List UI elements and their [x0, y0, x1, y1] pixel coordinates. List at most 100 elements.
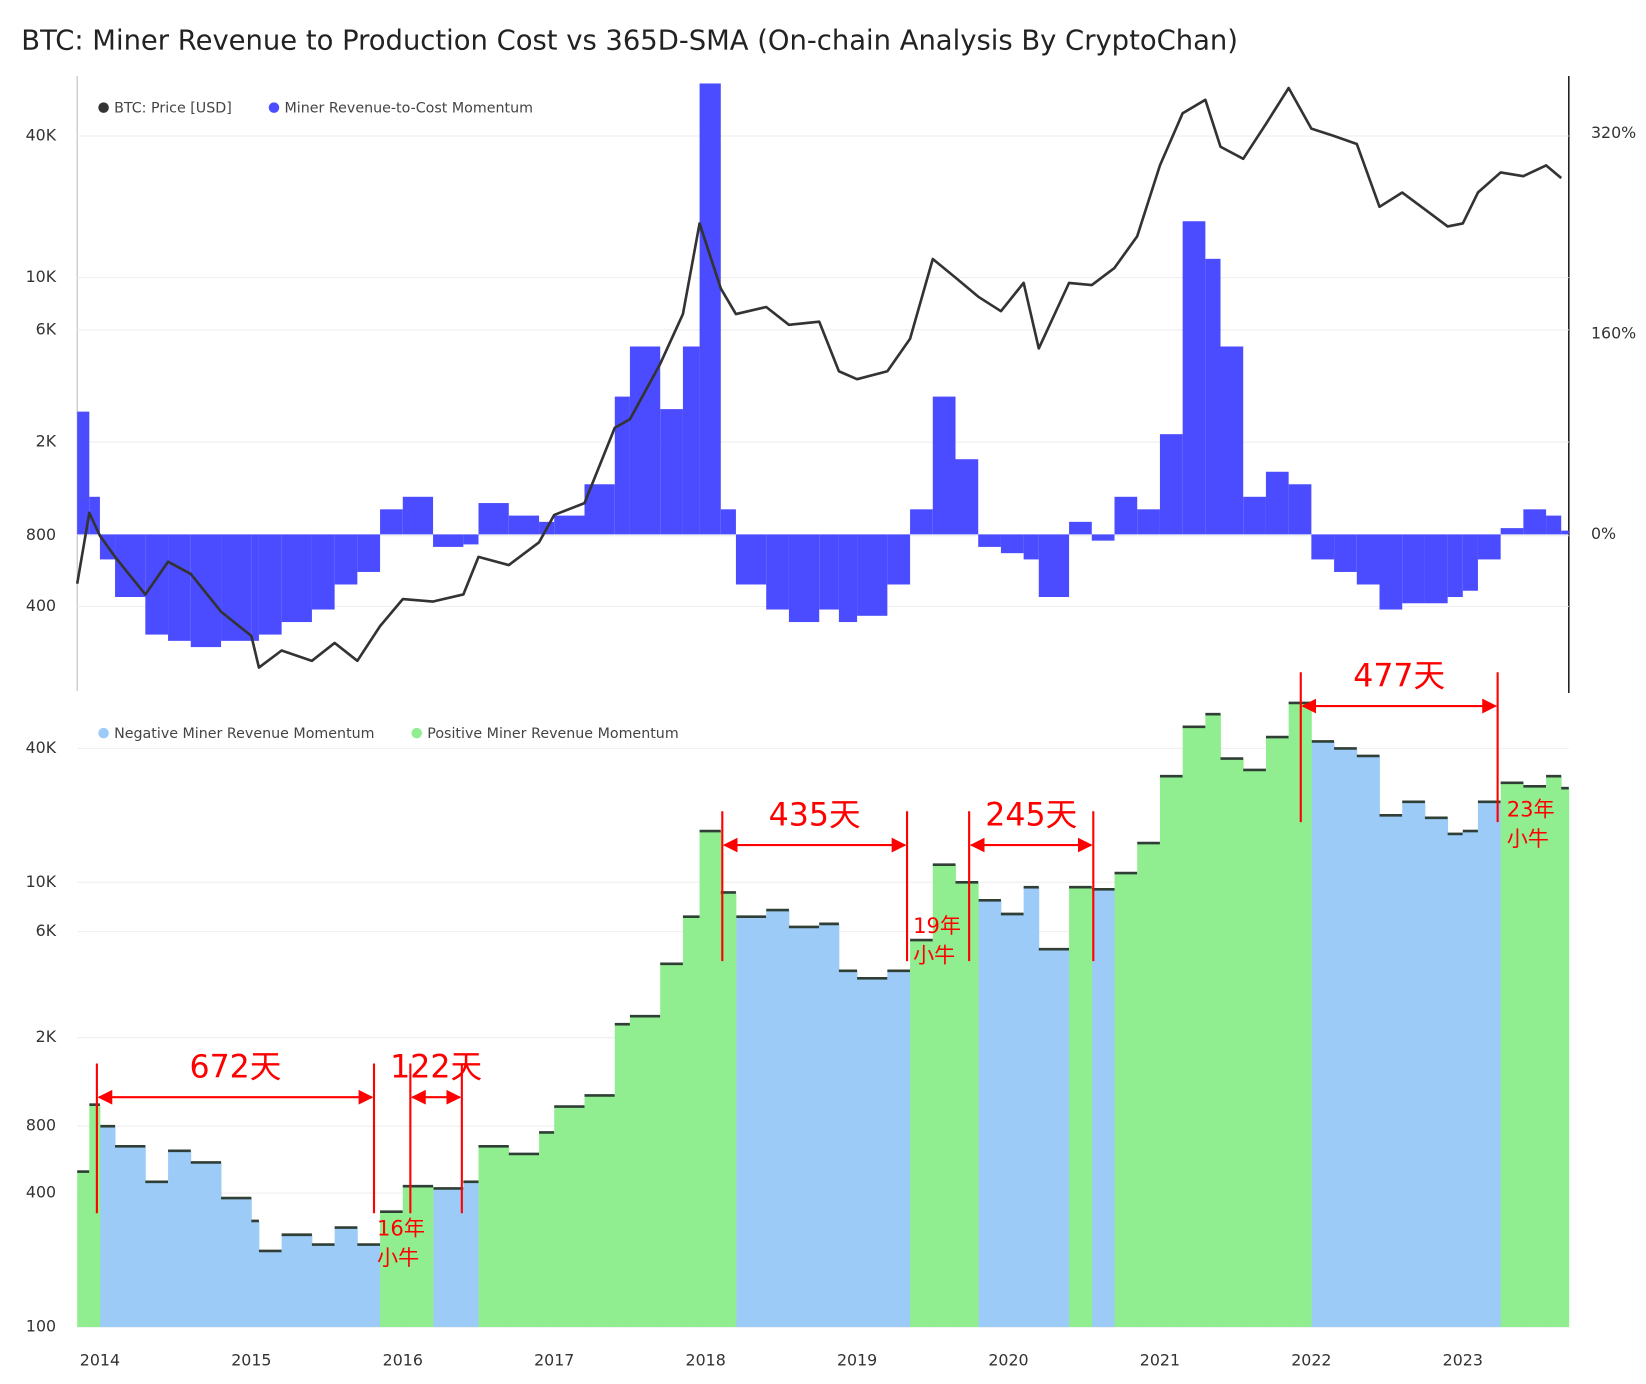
area-bar — [614, 1024, 631, 1328]
area-bar — [1091, 889, 1115, 1328]
area-bar — [554, 1106, 585, 1328]
momentum-bar — [1091, 534, 1115, 541]
price-line — [75, 86, 1563, 669]
legend-label: Negative Miner Revenue Momentum — [114, 726, 374, 742]
area-bar — [766, 910, 790, 1328]
y-tick-label: 800 — [26, 1116, 56, 1135]
area-bar — [1546, 776, 1562, 1328]
momentum-bar — [699, 83, 721, 535]
momentum-bar — [910, 509, 933, 535]
momentum-bar — [380, 509, 403, 535]
legend-label: Miner Revenue-to-Cost Momentum — [285, 101, 533, 117]
momentum-bar — [1137, 509, 1160, 535]
x-tick-label: 2015 — [231, 1350, 271, 1369]
area-bar — [1023, 887, 1040, 1328]
note-label: 小牛 — [377, 1245, 419, 1270]
area-bar — [1561, 788, 1570, 1328]
area-bar — [1265, 737, 1290, 1328]
momentum-bar — [508, 515, 540, 535]
area-bar — [99, 1126, 116, 1328]
momentum-bar — [1462, 534, 1478, 591]
momentum-bar — [1334, 534, 1357, 572]
area-bar — [720, 892, 737, 1328]
momentum-bar — [478, 503, 509, 535]
area-bar — [788, 926, 820, 1328]
momentum-bar — [682, 346, 700, 535]
area-bar — [539, 1132, 555, 1328]
legend-marker — [411, 727, 423, 739]
momentum-bar — [433, 534, 464, 547]
momentum-bar — [720, 509, 736, 535]
x-tick-label: 2020 — [988, 1350, 1028, 1369]
area-bar — [1114, 873, 1138, 1328]
area-bar — [221, 1198, 252, 1328]
momentum-bar — [168, 534, 191, 641]
y-tick-label: 2K — [36, 1027, 57, 1046]
momentum-bar — [838, 534, 858, 623]
momentum-bar — [89, 496, 100, 535]
area-bar — [838, 970, 858, 1328]
momentum-bar — [819, 534, 839, 610]
momentum-bar — [463, 534, 479, 545]
momentum-bar — [251, 534, 259, 641]
area-bar — [357, 1244, 381, 1328]
momentum-bar — [334, 534, 358, 585]
momentum-bar — [629, 346, 661, 535]
area-bar — [311, 1244, 336, 1328]
area-bar — [1311, 741, 1335, 1328]
area-bar — [932, 864, 956, 1328]
y-tick-label: 10K — [26, 872, 57, 891]
annotation-label: 122天 — [390, 1050, 482, 1086]
area-bar — [1334, 748, 1358, 1328]
y-tick-label: 40K — [26, 738, 57, 757]
area-bar — [910, 940, 934, 1328]
area-bar — [699, 831, 722, 1328]
area-bar — [887, 970, 911, 1328]
momentum-bar — [1288, 484, 1312, 535]
area-bar — [380, 1211, 404, 1328]
momentum-bar — [281, 534, 312, 623]
annotation-label: 477天 — [1353, 659, 1445, 695]
momentum-bar — [145, 534, 169, 635]
x-tick-label: 2023 — [1443, 1350, 1483, 1369]
area-bar — [1220, 758, 1244, 1328]
area-bar — [1288, 702, 1312, 1328]
momentum-bar — [1561, 530, 1569, 535]
area-bar — [258, 1250, 283, 1328]
y2-tick-label: 320% — [1591, 123, 1636, 142]
legend-marker — [98, 727, 109, 739]
area-bar — [402, 1186, 434, 1328]
area-bar — [584, 1095, 616, 1328]
area-bar — [89, 1104, 101, 1328]
momentum-bar — [1023, 534, 1039, 560]
y2-tick-label: 0% — [1591, 524, 1616, 543]
area-bar — [145, 1181, 169, 1328]
momentum-bar — [1311, 534, 1335, 560]
momentum-bar — [1500, 528, 1524, 535]
area-bar — [251, 1220, 260, 1328]
momentum-bar — [1243, 496, 1266, 535]
legend-marker — [98, 102, 109, 113]
area-bar — [1000, 913, 1025, 1328]
area-bar — [1159, 776, 1184, 1328]
momentum-bar — [955, 459, 979, 535]
area-bar — [433, 1188, 464, 1328]
x-tick-label: 2022 — [1291, 1350, 1331, 1369]
momentum-bar — [1038, 534, 1070, 598]
area-bar — [1243, 769, 1267, 1328]
momentum-bar — [1205, 258, 1221, 535]
note-label: 23年 — [1507, 797, 1555, 822]
area-bar — [819, 923, 840, 1328]
momentum-bar — [1000, 534, 1024, 554]
momentum-bar — [1379, 534, 1403, 610]
area-bar — [857, 978, 888, 1328]
momentum-bar — [932, 396, 956, 535]
momentum-bar — [311, 534, 335, 610]
x-tick-label: 2019 — [837, 1350, 877, 1369]
x-tick-label: 2021 — [1140, 1350, 1180, 1369]
y-tick-label: 800 — [26, 525, 56, 544]
area-bar — [1500, 782, 1524, 1328]
momentum-bar — [978, 534, 1001, 547]
area-bar — [955, 882, 979, 1328]
momentum-bar — [1447, 534, 1463, 598]
